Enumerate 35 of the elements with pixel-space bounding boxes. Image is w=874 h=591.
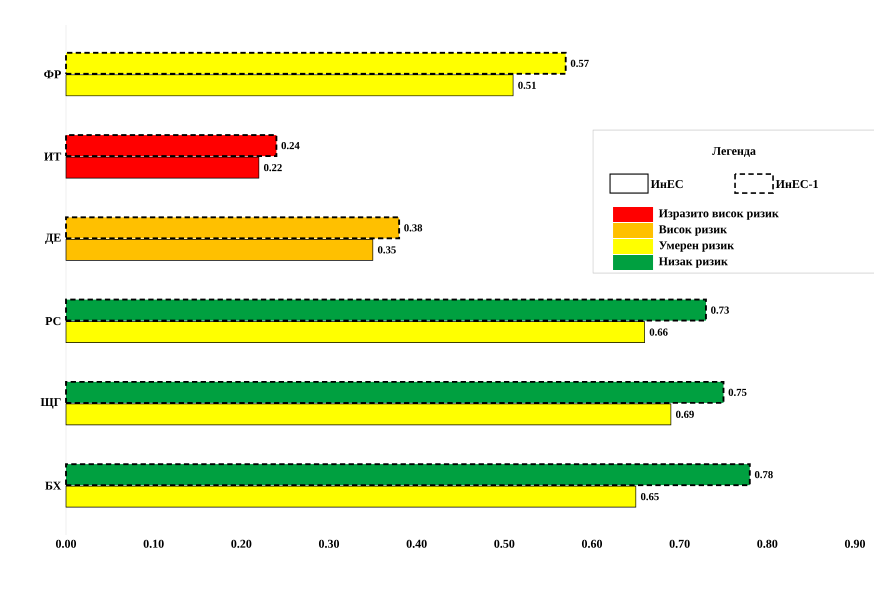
data-label: 0.38: [404, 224, 422, 232]
y-tick-label: ФР: [44, 70, 61, 78]
data-label: 0.22: [264, 164, 282, 172]
x-tick-label: 0.90: [844, 540, 866, 548]
x-tick-label: 0.40: [406, 540, 427, 548]
y-tick-label: ДЕ: [45, 234, 61, 244]
x-tick-label: 0.70: [670, 540, 690, 548]
data-label: 0.75: [728, 388, 746, 396]
x-tick-label: 0.80: [757, 540, 778, 548]
legend-label: Низак ризик: [658, 257, 728, 268]
y-tick-label: БХ: [45, 482, 62, 490]
legend-label: ИнЕС-1: [776, 180, 818, 188]
x-tick-label: 0.10: [144, 540, 164, 548]
x-tick-label: 0.30: [318, 540, 340, 548]
legend-label: Изразито висок ризик: [658, 209, 779, 220]
y-tick-label: ЩГ: [40, 398, 61, 409]
x-tick-label: 0.20: [231, 540, 252, 548]
legend-title: Легенда: [712, 147, 756, 158]
x-tick-label: 0.60: [582, 540, 602, 548]
data-label: 0.65: [640, 493, 659, 500]
data-label: 0.35: [378, 246, 396, 254]
data-label: 0.69: [676, 410, 694, 418]
y-tick-label: ИТ: [44, 152, 62, 161]
data-label: 0.66: [650, 328, 668, 336]
y-tick-label: РС: [45, 317, 60, 326]
data-label: 0.78: [754, 471, 773, 478]
data-label: 0.57: [570, 60, 589, 67]
legend-label: Висок ризик: [658, 225, 728, 236]
data-label: 0.51: [518, 82, 536, 89]
x-tick-label: 0.50: [494, 540, 514, 548]
legend-label: ИнЕС: [650, 180, 683, 188]
data-label: 0.24: [282, 142, 300, 150]
data-label: 0.73: [711, 306, 729, 314]
legend-label: Умерен ризик: [658, 241, 734, 252]
x-tick-label: 0.00: [56, 540, 76, 548]
